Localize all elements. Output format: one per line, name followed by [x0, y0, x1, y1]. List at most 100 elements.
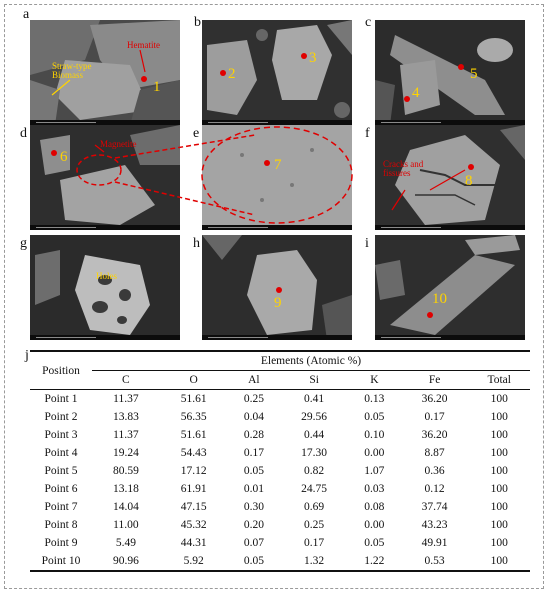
point-marker-2	[220, 70, 226, 76]
annotation-cracks-fissures: Cracks and fissures	[383, 159, 424, 178]
sem-image-a	[30, 20, 180, 125]
table-cell: 1.32	[280, 552, 348, 572]
table-cell: 56.35	[180, 411, 207, 423]
table-row: Point 10 90.96 5.92 0.05 1.32 1.22 0.53 100	[30, 552, 530, 572]
sem-image-b	[202, 20, 352, 125]
table-cell: 0.07	[243, 537, 264, 549]
table-cell: 0.30	[243, 501, 264, 513]
sem-panel-f	[375, 125, 525, 230]
table-cell: 36.20	[421, 393, 448, 405]
sem-panel-b	[202, 20, 352, 125]
table-cell: 0.05	[243, 465, 264, 477]
scale-bar	[202, 335, 352, 340]
point-number-5: 5	[470, 66, 478, 82]
panel-label-a: a	[23, 7, 30, 22]
sem-panel-a	[30, 20, 180, 125]
table-row: Point 2 13.83 56.35 0.04 29.56 0.05 0.17 100	[30, 408, 530, 426]
row-position: Point 1	[44, 393, 78, 405]
scale-bar	[30, 335, 180, 340]
table-cell: 36.20	[421, 429, 448, 441]
table-row: Point 5 80.59 17.12 0.05 0.82 1.07 0.36 100	[30, 462, 530, 480]
point-marker-7	[264, 160, 270, 166]
row-position: Point 6	[44, 483, 78, 495]
table-cell: 5.49	[115, 537, 136, 549]
sem-image-i	[375, 235, 525, 340]
annotation-straw-biomass: Straw-type Biomass	[52, 61, 92, 80]
table-cell: 51.61	[180, 393, 207, 405]
table-cell: 17.12	[180, 465, 207, 477]
table-cell: 14.04	[112, 501, 139, 513]
scale-bar	[202, 225, 352, 230]
table-cell: 8.87	[424, 447, 445, 459]
column-header: C	[92, 370, 160, 390]
point-marker-10	[427, 312, 433, 318]
table-cell: 0.17	[424, 411, 445, 423]
row-position: Point 3	[44, 429, 78, 441]
panel-label-h: h	[193, 236, 200, 251]
column-header: Total	[468, 370, 530, 390]
sem-image-d	[30, 125, 180, 230]
table-cell: 100	[468, 552, 530, 572]
table-cell: 0.03	[364, 483, 385, 495]
point-number-7: 7	[274, 157, 282, 173]
annotation-magnetite: Magnetite	[100, 139, 137, 149]
point-marker-9	[276, 287, 282, 293]
column-header: O	[159, 370, 228, 390]
table-cell: 0.17	[304, 537, 325, 549]
table-cell: 47.15	[180, 501, 207, 513]
scale-bar	[30, 120, 180, 125]
point-marker-6	[51, 150, 57, 156]
column-header: Si	[280, 370, 348, 390]
point-number-6: 6	[60, 149, 68, 165]
point-number-3: 3	[309, 50, 317, 66]
table-cell: 100	[490, 465, 508, 477]
table-cell: 49.91	[421, 537, 448, 549]
table-cell: 0.20	[243, 519, 264, 531]
row-position: Point 4	[44, 447, 78, 459]
panel-label-f: f	[365, 126, 370, 141]
table-cell: 0.25	[243, 393, 264, 405]
table-cell: 0.04	[243, 411, 264, 423]
table-cell: 100	[490, 393, 508, 405]
sem-image-e	[202, 125, 352, 230]
table-cell: 100	[490, 483, 508, 495]
sem-image-f	[375, 125, 525, 230]
table-cell: 37.74	[421, 501, 448, 513]
table-cell: 0.00	[364, 447, 385, 459]
column-header: K	[348, 370, 401, 390]
table-cell: 19.24	[112, 447, 139, 459]
table-cell: 11.00	[113, 519, 139, 531]
scale-bar	[375, 225, 525, 230]
sem-panel-d	[30, 125, 180, 230]
table-cell: 0.25	[304, 519, 325, 531]
table-cell: 80.59	[112, 465, 139, 477]
column-header: Al	[227, 370, 281, 390]
elements-header: Elements (Atomic %)	[92, 350, 530, 371]
table-cell: 0.69	[304, 501, 325, 513]
sem-panel-e	[202, 125, 352, 230]
sem-panel-g	[30, 235, 180, 340]
position-header: Position	[30, 350, 92, 390]
table-cell: 90.96	[92, 552, 160, 572]
table-cell: 0.05	[364, 537, 385, 549]
table-cell: 100	[490, 429, 508, 441]
scale-bar	[375, 335, 525, 340]
elements-table: Position Elements (Atomic %) C O Al Si K…	[30, 350, 530, 572]
table-cell: 0.44	[304, 429, 325, 441]
table-row: Point 4 19.24 54.43 0.17 17.30 0.00 8.87 100	[30, 444, 530, 462]
panel-label-d: d	[20, 126, 27, 141]
table-cell: 54.43	[180, 447, 207, 459]
panel-label-j: j	[25, 348, 29, 363]
table-row: Point 6 13.18 61.91 0.01 24.75 0.03 0.12 100	[30, 480, 530, 498]
scale-bar	[202, 120, 352, 125]
sem-image-g	[30, 235, 180, 340]
table-cell: 0.08	[364, 501, 385, 513]
table-cell: 51.61	[180, 429, 207, 441]
row-position: Point 8	[44, 519, 78, 531]
row-position: Point 7	[44, 501, 78, 513]
table-cell: 0.53	[400, 552, 469, 572]
table-cell: 0.41	[304, 393, 325, 405]
annotation-hematite: Hematite	[127, 40, 160, 50]
row-position: Point 10	[30, 552, 92, 572]
